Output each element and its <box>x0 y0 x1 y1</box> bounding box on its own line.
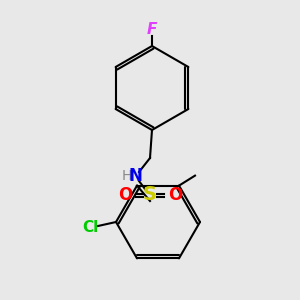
Text: N: N <box>128 167 142 185</box>
Text: F: F <box>147 22 157 37</box>
Text: O: O <box>168 186 182 204</box>
Text: Cl: Cl <box>82 220 98 235</box>
Text: S: S <box>143 184 157 203</box>
Text: O: O <box>118 186 132 204</box>
Text: H: H <box>122 169 132 183</box>
